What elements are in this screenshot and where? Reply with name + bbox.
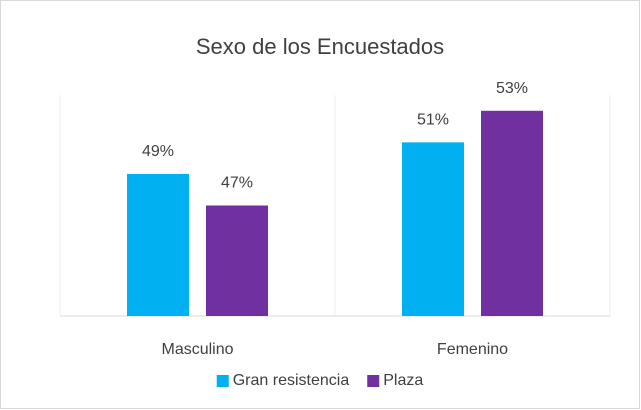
legend-label: Plaza bbox=[383, 372, 423, 389]
bar bbox=[127, 173, 189, 316]
data-label: 53% bbox=[496, 80, 528, 97]
data-label: 49% bbox=[142, 143, 174, 160]
bar bbox=[206, 205, 268, 316]
bar bbox=[402, 142, 464, 316]
x-tick-label: Femenino bbox=[437, 341, 508, 358]
bar bbox=[481, 110, 543, 317]
data-label: 51% bbox=[417, 112, 449, 129]
legend-label: Gran resistencia bbox=[233, 372, 350, 389]
chart-title: Sexo de los Encuestados bbox=[196, 34, 444, 59]
x-tick-label: Masculino bbox=[161, 341, 233, 358]
legend-swatch bbox=[367, 375, 380, 387]
legend-swatch bbox=[216, 375, 229, 387]
data-label: 47% bbox=[221, 175, 253, 192]
